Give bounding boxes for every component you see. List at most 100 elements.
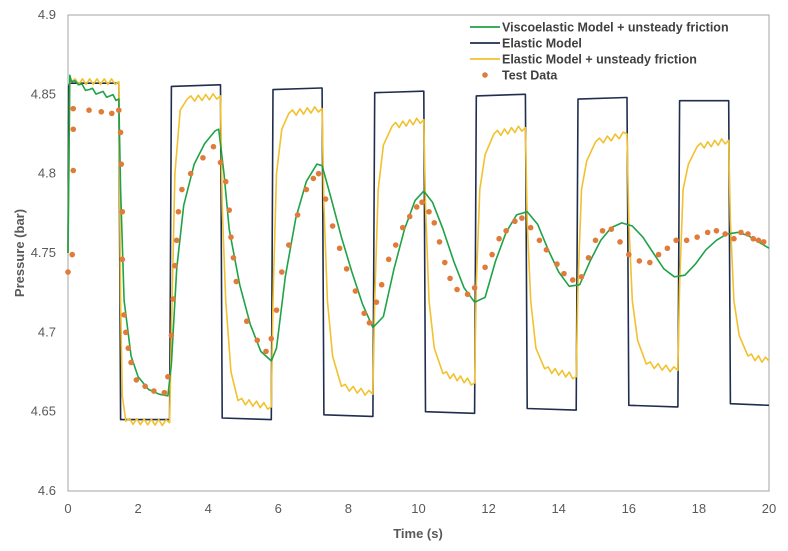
- test-data-point: [200, 155, 206, 161]
- test-data-point: [329, 223, 336, 229]
- series-layer: [65, 74, 770, 427]
- test-data-point: [760, 239, 767, 245]
- test-data-point: [161, 389, 168, 396]
- test-data-point: [263, 348, 269, 355]
- test-data-point: [279, 269, 285, 275]
- test-data-point: [118, 161, 125, 167]
- test-data-point: [406, 213, 413, 220]
- test-data-point: [704, 229, 711, 236]
- test-data-point: [385, 256, 392, 263]
- test-data-point: [142, 383, 148, 390]
- test-data-point: [503, 227, 509, 234]
- test-data-point: [151, 388, 157, 394]
- x-tick-label: 8: [345, 501, 352, 516]
- test-data-point: [70, 126, 77, 133]
- test-data-point: [626, 251, 632, 258]
- plot-area-border: [67, 14, 770, 492]
- test-data-point: [431, 220, 438, 226]
- test-data-point: [119, 208, 126, 215]
- test-data-point: [392, 242, 399, 248]
- test-data-point: [70, 167, 77, 174]
- test-data-point: [519, 215, 525, 221]
- test-data-point: [683, 237, 690, 244]
- test-data-point: [173, 237, 180, 244]
- test-data-point: [179, 186, 185, 193]
- test-data-point: [116, 107, 122, 113]
- test-data-point: [336, 245, 343, 252]
- test-data-point: [722, 231, 728, 237]
- test-data-point: [322, 196, 329, 202]
- legend-label-test-data: Test Data: [502, 69, 558, 83]
- test-data-point: [755, 237, 762, 244]
- test-data-point: [561, 270, 567, 277]
- legend-label-viscoelastic-model-unsteady-friction: Viscoelastic Model + unsteady friction: [502, 21, 729, 35]
- test-data-point: [599, 227, 606, 234]
- test-data-point: [210, 143, 217, 150]
- test-data-point: [172, 262, 178, 269]
- y-axis-ticks: 4.6 4.65 4.7 4.75 4.8 4.85 4.9: [31, 7, 56, 498]
- test-data-point: [352, 288, 359, 294]
- legend-label-elastic-model: Elastic Model: [502, 37, 582, 51]
- x-tick-label: 12: [481, 501, 495, 516]
- y-tick-label: 4.9: [38, 7, 56, 22]
- test-data-point: [636, 258, 643, 264]
- test-data-point: [694, 234, 700, 240]
- test-data-point: [673, 237, 679, 244]
- test-data-point: [361, 310, 367, 317]
- x-tick-label: 20: [762, 501, 776, 516]
- series-line-elastic-model-unsteady-friction: [67, 78, 770, 427]
- test-data-point: [745, 231, 751, 237]
- test-data-point: [65, 269, 71, 275]
- x-axis-ticks: 0 2 4 6 8 10 12 14 16 18 20: [64, 501, 776, 516]
- test-data-point: [310, 175, 317, 182]
- x-tick-label: 4: [205, 501, 212, 516]
- legend-swatch-test-data: [482, 72, 488, 78]
- test-data-point: [436, 239, 443, 245]
- test-data-point: [496, 235, 502, 242]
- test-data-point: [731, 235, 737, 242]
- test-data-point: [655, 251, 662, 258]
- y-tick-label: 4.8: [38, 166, 56, 181]
- test-data-point: [512, 218, 518, 225]
- test-data-point: [738, 229, 744, 236]
- test-data-point: [713, 227, 720, 234]
- x-tick-label: 14: [551, 501, 565, 516]
- test-data-point: [286, 242, 292, 248]
- x-axis-title: Time (s): [393, 526, 443, 541]
- x-tick-label: 18: [692, 501, 706, 516]
- test-data-point: [243, 318, 250, 325]
- test-data-point: [454, 286, 460, 293]
- x-tick-label: 0: [64, 501, 71, 516]
- test-data-point: [294, 212, 301, 218]
- test-data-point: [554, 261, 560, 267]
- test-data-point: [569, 277, 576, 283]
- test-data-point: [228, 234, 234, 240]
- test-data-point: [217, 159, 224, 166]
- test-data-point: [617, 239, 623, 245]
- test-data-point: [578, 274, 585, 280]
- test-data-point: [268, 335, 275, 342]
- y-tick-label: 4.85: [31, 86, 56, 101]
- test-data-point: [419, 199, 425, 206]
- test-data-point: [343, 266, 350, 272]
- test-data-point: [69, 251, 76, 258]
- test-data-point: [109, 110, 115, 117]
- test-data-point: [366, 320, 373, 326]
- test-data-point: [133, 377, 140, 383]
- test-data-point: [592, 237, 599, 244]
- test-data-point: [413, 204, 420, 210]
- test-data-point: [170, 296, 176, 302]
- test-data-point: [464, 291, 471, 298]
- test-data-point: [98, 108, 105, 115]
- y-axis-title: Pressure (bar): [12, 209, 27, 297]
- x-tick-label: 6: [275, 501, 282, 516]
- test-data-point: [117, 129, 124, 136]
- test-data-point: [399, 224, 406, 231]
- test-data-point: [86, 107, 92, 113]
- test-data-point: [489, 251, 495, 258]
- test-data-point: [273, 307, 280, 313]
- y-tick-label: 4.75: [31, 245, 56, 260]
- y-tick-label: 4.6: [38, 483, 56, 498]
- test-data-point: [378, 281, 385, 288]
